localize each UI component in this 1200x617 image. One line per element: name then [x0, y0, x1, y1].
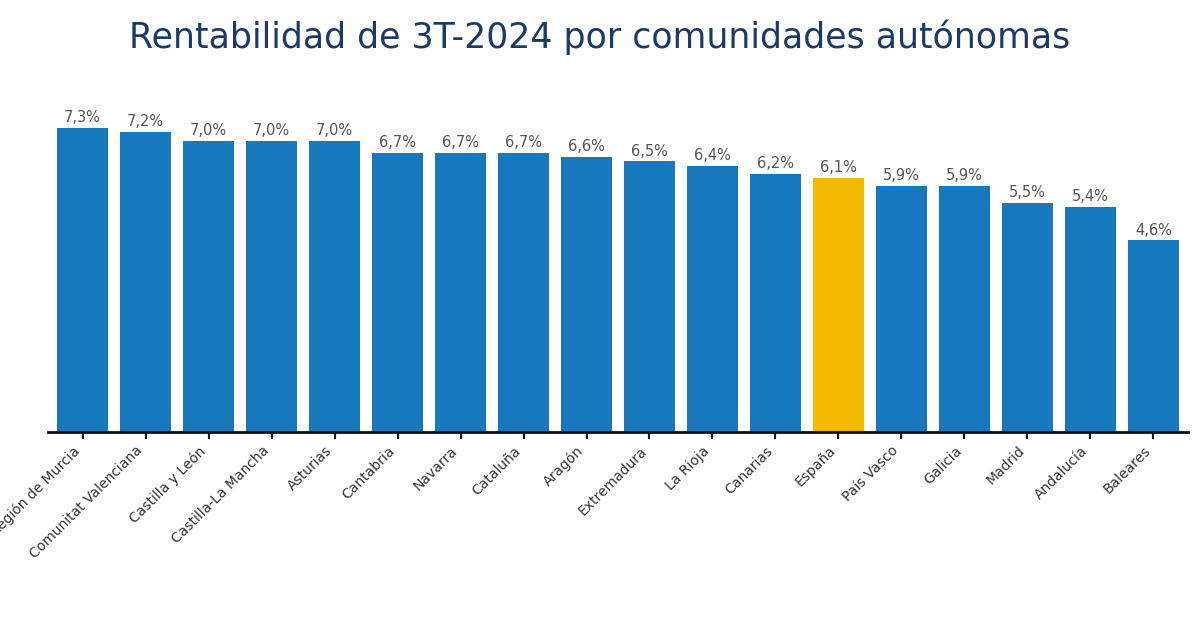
- Text: 7,3%: 7,3%: [65, 110, 101, 125]
- Text: 5,5%: 5,5%: [1009, 185, 1046, 200]
- Bar: [624, 162, 676, 432]
- Text: 7,0%: 7,0%: [253, 123, 290, 138]
- Bar: [246, 141, 298, 432]
- Text: 6,7%: 6,7%: [505, 135, 542, 150]
- Bar: [876, 186, 928, 432]
- Bar: [1064, 207, 1116, 432]
- Text: 6,7%: 6,7%: [442, 135, 479, 150]
- Text: 7,0%: 7,0%: [316, 123, 353, 138]
- Bar: [120, 132, 172, 432]
- Bar: [812, 178, 864, 432]
- Text: 6,1%: 6,1%: [820, 160, 857, 175]
- Bar: [372, 153, 424, 432]
- Bar: [938, 186, 990, 432]
- Text: 4,6%: 4,6%: [1135, 223, 1171, 238]
- Text: 7,0%: 7,0%: [190, 123, 227, 138]
- Text: 6,2%: 6,2%: [757, 156, 794, 171]
- Text: Rentabilidad de 3T-2024 por comunidades autónomas: Rentabilidad de 3T-2024 por comunidades …: [130, 19, 1070, 55]
- Bar: [560, 157, 612, 432]
- Text: 7,2%: 7,2%: [127, 114, 164, 130]
- Bar: [56, 128, 108, 432]
- Bar: [1002, 203, 1054, 432]
- Text: 6,4%: 6,4%: [694, 147, 731, 163]
- Text: 5,9%: 5,9%: [946, 168, 983, 183]
- Bar: [182, 141, 234, 432]
- Text: 6,5%: 6,5%: [631, 144, 668, 159]
- Bar: [434, 153, 486, 432]
- Bar: [750, 174, 802, 432]
- Text: 6,7%: 6,7%: [379, 135, 416, 150]
- Bar: [1128, 241, 1180, 432]
- Text: 5,9%: 5,9%: [883, 168, 920, 183]
- Bar: [308, 141, 360, 432]
- Text: 5,4%: 5,4%: [1072, 189, 1109, 204]
- Bar: [498, 153, 550, 432]
- Bar: [686, 165, 738, 432]
- Text: 6,6%: 6,6%: [568, 139, 605, 154]
